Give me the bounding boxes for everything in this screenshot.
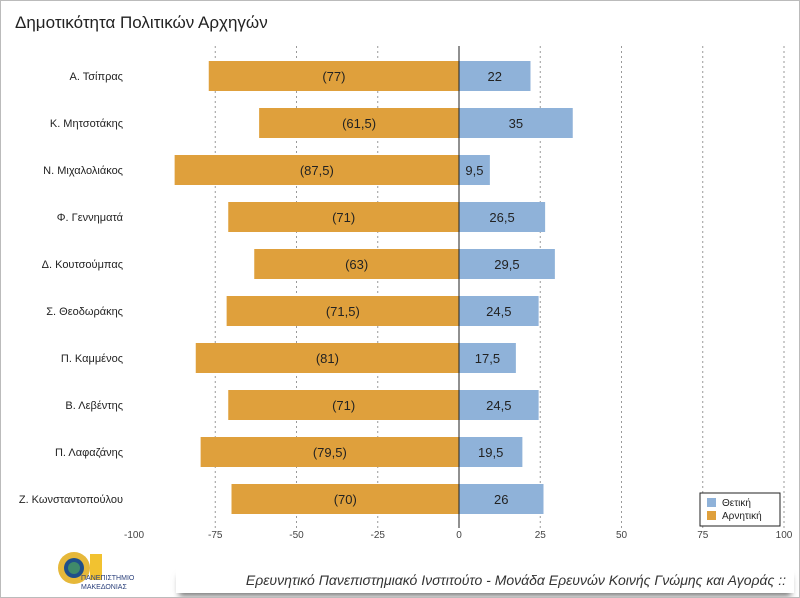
negative-bar bbox=[254, 249, 459, 279]
category-label: Φ. Γεννηματά bbox=[57, 212, 124, 224]
category-label: Π. Λαφαζάνης bbox=[55, 447, 123, 459]
positive-data-label: 29,5 bbox=[494, 257, 519, 272]
positive-bar bbox=[459, 202, 546, 232]
x-tick-label: 100 bbox=[776, 530, 793, 541]
negative-bar bbox=[200, 437, 459, 467]
category-label: Ν. Μιχαλολιάκος bbox=[43, 165, 123, 177]
x-tick-label: 25 bbox=[535, 530, 547, 541]
category-label: Σ. Θεοδωράκης bbox=[46, 306, 123, 318]
logo-text: ΠΑΝΕΠΙΣΤΗΜΙΟ ΜΑΚΕΔΟΝΙΑΣ bbox=[81, 574, 134, 592]
negative-bar bbox=[226, 296, 459, 326]
positive-bar bbox=[459, 61, 531, 91]
positive-bar bbox=[459, 296, 539, 326]
negative-data-label: (81) bbox=[316, 351, 339, 366]
positive-data-label: 22 bbox=[488, 69, 502, 84]
negative-bar bbox=[195, 343, 459, 373]
x-tick-label: 50 bbox=[616, 530, 628, 541]
negative-bar bbox=[174, 155, 459, 185]
positive-data-label: 24,5 bbox=[486, 304, 511, 319]
category-label: Ζ. Κωνσταντοπούλου bbox=[19, 494, 123, 506]
negative-bar bbox=[228, 202, 459, 232]
logo-line2: ΜΑΚΕΔΟΝΙΑΣ bbox=[81, 584, 127, 591]
category-label: Δ. Κουτσούμπας bbox=[42, 259, 123, 271]
negative-bar bbox=[208, 61, 459, 91]
negative-data-label: (71,5) bbox=[326, 304, 360, 319]
negative-bar bbox=[231, 484, 459, 514]
positive-data-label: 9,5 bbox=[465, 163, 483, 178]
positive-data-label: 35 bbox=[509, 116, 523, 131]
negative-data-label: (61,5) bbox=[342, 116, 376, 131]
positive-bar bbox=[459, 108, 573, 138]
positive-bar bbox=[459, 390, 539, 420]
legend-swatch bbox=[707, 498, 716, 507]
positive-bar bbox=[459, 484, 544, 514]
negative-data-label: (87,5) bbox=[300, 163, 334, 178]
negative-data-label: (71) bbox=[332, 398, 355, 413]
negative-data-label: (63) bbox=[345, 257, 368, 272]
x-tick-label: -50 bbox=[289, 530, 304, 541]
positive-bar bbox=[459, 249, 555, 279]
category-label: Π. Καμμένος bbox=[61, 353, 123, 365]
x-tick-label: 0 bbox=[456, 530, 462, 541]
positive-data-label: 24,5 bbox=[486, 398, 511, 413]
positive-data-label: 17,5 bbox=[475, 351, 500, 366]
x-tick-label: -25 bbox=[371, 530, 386, 541]
footer-banner: Ερευνητικό Πανεπιστημιακό Ινστιτούτο - Μ… bbox=[176, 567, 794, 593]
logo-line1: ΠΑΝΕΠΙΣΤΗΜΙΟ bbox=[81, 575, 135, 582]
x-tick-label: 75 bbox=[697, 530, 709, 541]
positive-data-label: 26,5 bbox=[489, 210, 514, 225]
category-label: Κ. Μητσοτάκης bbox=[50, 118, 123, 130]
positive-data-label: 19,5 bbox=[478, 445, 503, 460]
x-tick-label: -100 bbox=[124, 530, 144, 541]
negative-bar bbox=[259, 108, 459, 138]
category-label: Α. Τσίπρας bbox=[69, 71, 123, 83]
x-tick-label: -75 bbox=[208, 530, 223, 541]
negative-data-label: (70) bbox=[334, 492, 357, 507]
positive-data-label: 26 bbox=[494, 492, 508, 507]
legend-label: Θετική bbox=[722, 497, 751, 509]
legend-label: Αρνητική bbox=[722, 510, 762, 522]
positive-bar bbox=[459, 437, 523, 467]
negative-data-label: (77) bbox=[322, 69, 345, 84]
positive-bar bbox=[459, 343, 516, 373]
negative-bar bbox=[228, 390, 459, 420]
negative-data-label: (79,5) bbox=[313, 445, 347, 460]
negative-data-label: (71) bbox=[332, 210, 355, 225]
legend-swatch bbox=[707, 511, 716, 520]
chart-title: Δημοτικότητα Πολιτικών Αρχηγών bbox=[15, 13, 268, 32]
category-label: Β. Λεβέντης bbox=[65, 400, 123, 412]
university-logo bbox=[58, 552, 102, 584]
positive-bar bbox=[459, 155, 490, 185]
